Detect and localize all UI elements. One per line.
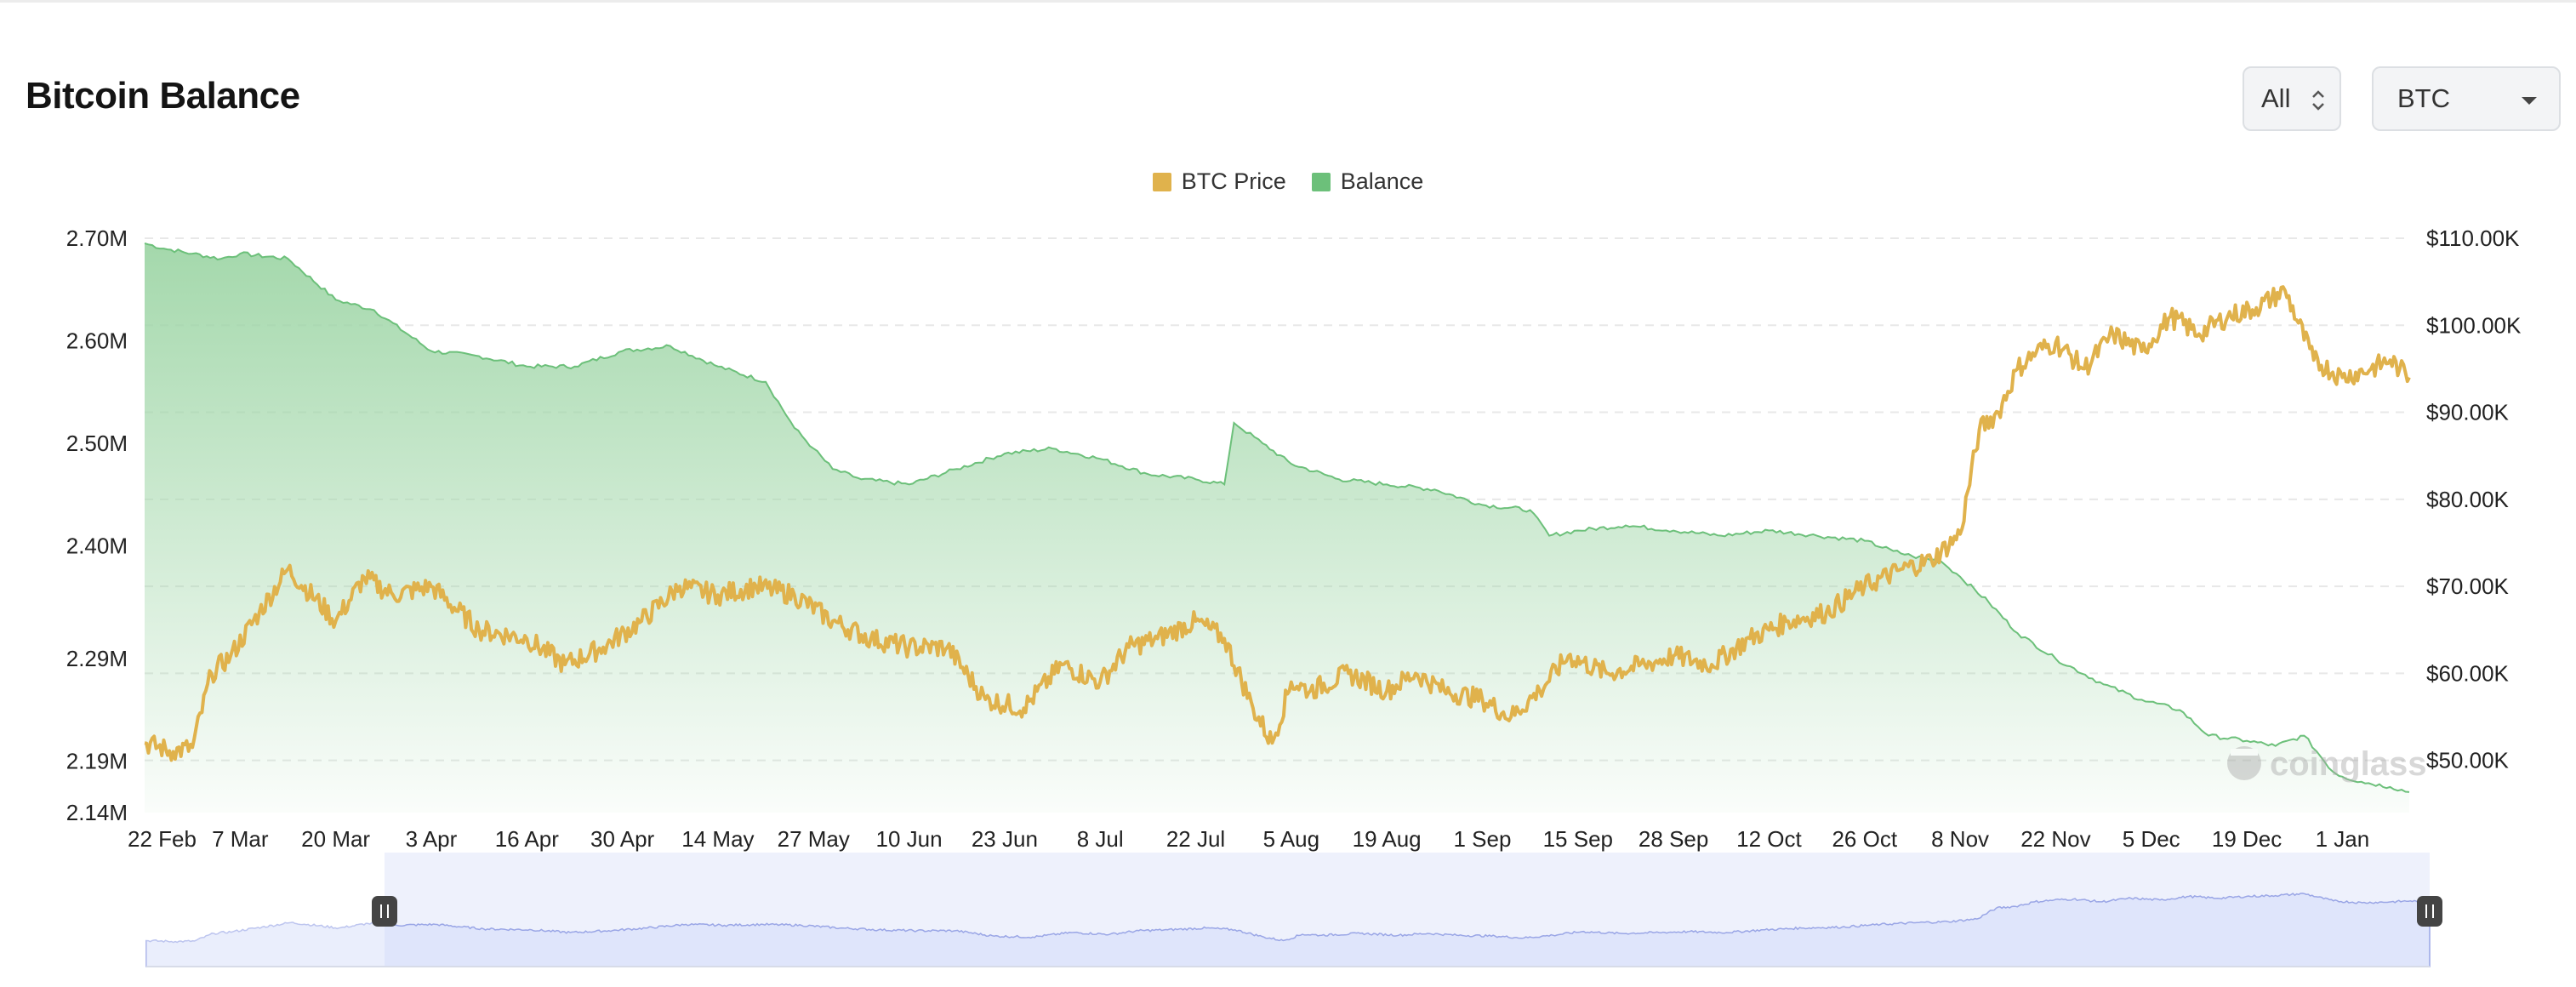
x-axis-tick-label: 8 Jul: [1077, 826, 1124, 852]
page-title: Bitcoin Balance: [26, 75, 300, 117]
left-axis-tick-label: 2.40M: [66, 533, 128, 559]
navigator-left-handle[interactable]: [372, 896, 397, 927]
right-axis-tick-label: $80.00K: [2426, 487, 2510, 512]
right-axis-tick-label: $110.00K: [2426, 225, 2520, 251]
top-divider: [0, 0, 2576, 3]
x-axis-tick-label: 7 Mar: [212, 826, 269, 852]
x-axis-tick-label: 23 Jun: [972, 826, 1038, 852]
x-axis-tick-label: 3 Apr: [406, 826, 458, 852]
left-axis-tick-label: 2.19M: [66, 749, 128, 774]
right-axis-tick-label: $70.00K: [2426, 573, 2510, 599]
x-axis-tick-label: 22 Jul: [1166, 826, 1225, 852]
x-axis-tick-label: 30 Apr: [590, 826, 655, 852]
x-axis-tick-label: 27 May: [778, 826, 850, 852]
x-axis-tick-label: 26 Oct: [1832, 826, 1897, 852]
x-axis-tick-label: 28 Sep: [1638, 826, 1708, 852]
navigator-mask: [146, 853, 385, 967]
x-axis-tick-label: 19 Aug: [1353, 826, 1422, 852]
x-axis-tick-label: 1 Jan: [2316, 826, 2370, 852]
range-select-value: All: [2261, 83, 2291, 113]
right-axis-tick-label: $100.00K: [2426, 312, 2522, 338]
x-axis-tick-label: 22 Feb: [128, 826, 197, 852]
navigator-right-handle[interactable]: [2417, 896, 2442, 927]
x-axis-tick-label: 10 Jun: [876, 826, 943, 852]
x-axis-tick-label: 12 Oct: [1736, 826, 1802, 852]
legend-swatch-balance: [1311, 172, 1331, 191]
left-axis-tick-label: 2.60M: [66, 328, 128, 354]
left-axis-tick-label: 2.70M: [66, 225, 128, 251]
right-axis-tick-label: $50.00K: [2426, 748, 2510, 773]
svg-text:coinglass: coinglass: [2270, 745, 2427, 783]
x-axis-tick-label: 14 May: [681, 826, 754, 852]
left-axis-tick-label: 2.29M: [66, 646, 128, 671]
x-axis-tick-label: 8 Nov: [1931, 826, 1989, 852]
x-axis-tick-label: 16 Apr: [495, 826, 560, 852]
caret-down-icon: [2522, 97, 2537, 105]
balance-area: [145, 243, 2409, 813]
x-axis-tick-label: 22 Nov: [2020, 826, 2090, 852]
chart-legend: BTC Price Balance: [0, 168, 2576, 195]
x-axis-tick-label: 5 Dec: [2123, 826, 2180, 852]
right-axis-tick-label: $60.00K: [2426, 660, 2510, 686]
x-axis-tick-label: 1 Sep: [1454, 826, 1512, 852]
coin-select-value: BTC: [2397, 83, 2450, 113]
x-axis-tick-label: 5 Aug: [1263, 826, 1320, 852]
legend-item-balance[interactable]: Balance: [1311, 168, 1424, 195]
legend-label-balance: Balance: [1340, 168, 1424, 194]
range-select[interactable]: All: [2243, 66, 2341, 131]
legend-swatch-price: [1152, 172, 1171, 191]
up-down-chevron-icon: [2312, 90, 2324, 111]
x-axis-tick-label: 19 Dec: [2212, 826, 2282, 852]
coin-select[interactable]: BTC: [2372, 66, 2561, 131]
legend-label-price: BTC Price: [1181, 168, 1286, 194]
btc-price-line: [144, 285, 2411, 762]
right-axis-tick-label: $90.00K: [2426, 400, 2510, 425]
left-axis-tick-label: 2.50M: [66, 431, 128, 456]
left-axis-tick-label: 2.14M: [66, 800, 128, 825]
coinglass-watermark: coinglass: [2227, 745, 2427, 783]
x-axis-tick-label: 15 Sep: [1543, 826, 1613, 852]
legend-item-price[interactable]: BTC Price: [1152, 168, 1286, 195]
x-axis-tick-label: 20 Mar: [301, 826, 370, 852]
balance-line: [144, 242, 2410, 793]
navigator-series: [145, 893, 2431, 967]
